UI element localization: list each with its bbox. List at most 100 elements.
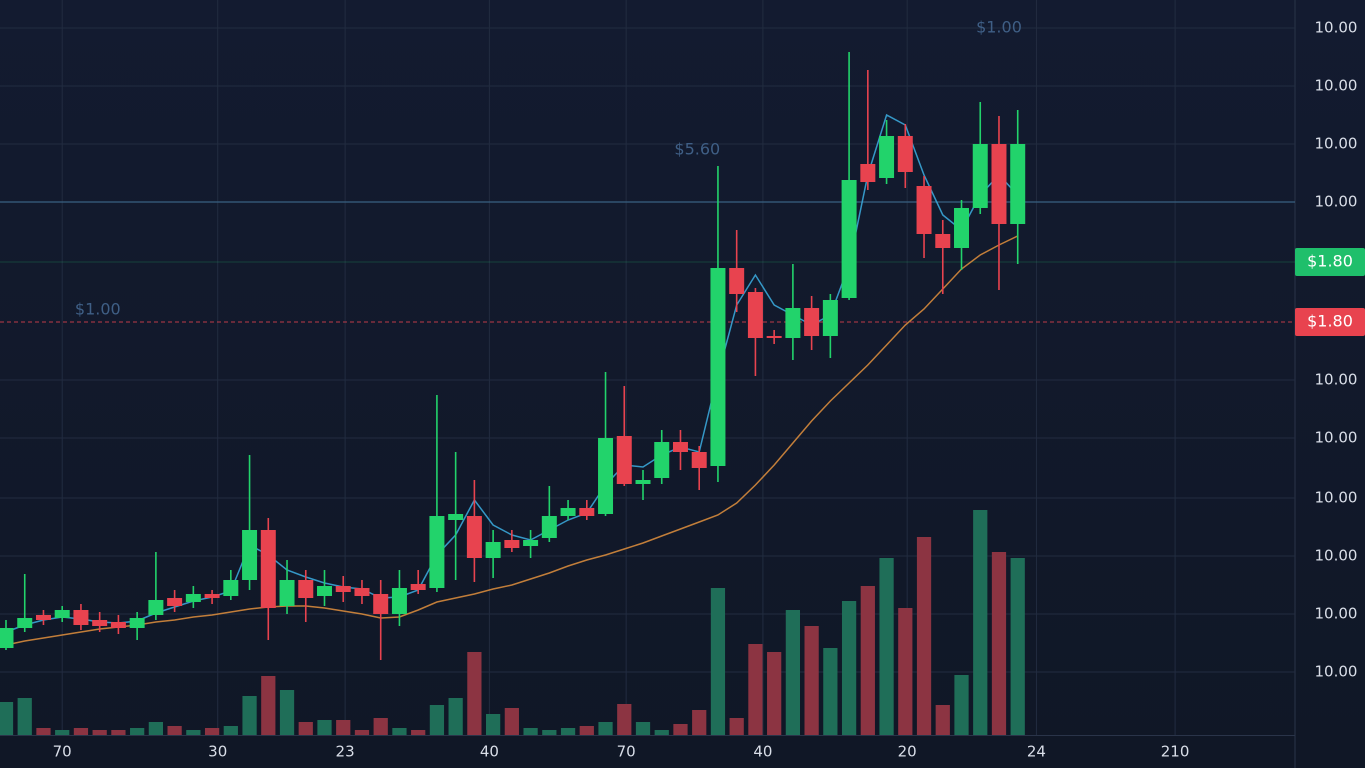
price-badge bbox=[1295, 248, 1365, 276]
candle-body bbox=[954, 208, 970, 248]
volume-bar bbox=[354, 730, 370, 735]
volume-bar bbox=[411, 730, 426, 735]
candle-body bbox=[860, 164, 876, 182]
volume-bar bbox=[823, 648, 838, 735]
price-badge-label: $1.80 bbox=[1307, 312, 1353, 331]
volume-bar bbox=[392, 728, 407, 735]
volume-bar bbox=[767, 652, 782, 735]
volume-bar bbox=[804, 626, 819, 735]
volume-bar bbox=[148, 722, 163, 735]
candle-body bbox=[691, 452, 707, 468]
candle-body bbox=[710, 268, 726, 466]
volume-bar bbox=[710, 588, 726, 735]
volume-bar bbox=[1010, 558, 1025, 735]
volume-bar bbox=[598, 722, 613, 735]
candle-body bbox=[223, 580, 239, 596]
y-tick-label: 10.00 bbox=[1315, 77, 1358, 95]
volume-bar bbox=[523, 728, 538, 735]
candle-body bbox=[242, 530, 258, 580]
candle-body bbox=[972, 144, 988, 208]
candle-body bbox=[185, 594, 201, 602]
volume-bar bbox=[673, 724, 688, 735]
candle-body bbox=[92, 620, 108, 626]
y-tick-label: 10.00 bbox=[1315, 19, 1358, 37]
volume-bar bbox=[785, 610, 801, 735]
price-badge-label: $1.80 bbox=[1307, 252, 1353, 271]
volume-bar bbox=[373, 718, 388, 735]
candle-body bbox=[448, 514, 464, 520]
candle-body bbox=[129, 618, 145, 628]
candle-body bbox=[110, 622, 126, 628]
volume-bar bbox=[729, 718, 744, 735]
candle-body bbox=[635, 480, 651, 484]
candle-body bbox=[54, 610, 70, 618]
candle-body bbox=[560, 508, 576, 516]
volume-bar bbox=[429, 705, 445, 735]
volume-bar bbox=[579, 726, 594, 735]
volume-bar bbox=[92, 730, 107, 735]
y-tick-label: 10.00 bbox=[1315, 193, 1358, 211]
x-tick-label: 210 bbox=[1161, 743, 1190, 761]
candle-body bbox=[654, 442, 670, 478]
candle-body bbox=[317, 586, 332, 596]
candle-body bbox=[729, 268, 745, 294]
candle-body bbox=[523, 540, 539, 546]
x-tick-label: 70 bbox=[617, 743, 636, 761]
candle-body bbox=[0, 628, 14, 648]
volume-bar bbox=[973, 510, 988, 735]
volume-bar bbox=[317, 720, 332, 735]
candle-body bbox=[298, 580, 314, 598]
annotation: $1.00 bbox=[75, 300, 121, 319]
candle-body bbox=[897, 136, 913, 172]
volume-bar bbox=[261, 676, 276, 735]
y-tick-label: 10.00 bbox=[1315, 489, 1358, 507]
annotation: $1.00 bbox=[976, 18, 1022, 37]
y-tick-label: 10.00 bbox=[1315, 547, 1358, 565]
candle-body bbox=[616, 436, 632, 484]
x-tick-label: 24 bbox=[1027, 743, 1046, 761]
volume-bar bbox=[17, 698, 32, 735]
x-tick-label: 40 bbox=[480, 743, 499, 761]
volume-bar bbox=[279, 690, 295, 735]
candle-body bbox=[579, 508, 595, 516]
volume-bar bbox=[223, 726, 238, 735]
volume-bar bbox=[748, 644, 763, 735]
candle-body bbox=[991, 144, 1007, 224]
volume-bar bbox=[336, 720, 351, 735]
candle-body bbox=[73, 610, 89, 625]
candle-body bbox=[410, 584, 426, 590]
volume-bar bbox=[692, 710, 707, 735]
candle-body bbox=[17, 618, 33, 628]
volume-bar bbox=[954, 675, 969, 735]
candle-body bbox=[822, 300, 838, 336]
volume-bar bbox=[654, 730, 669, 735]
candle-body bbox=[391, 588, 407, 614]
volume-bar bbox=[991, 552, 1007, 735]
volume-bar bbox=[485, 714, 501, 735]
candle-body bbox=[466, 516, 482, 558]
candle-body bbox=[598, 438, 614, 514]
volume-bar bbox=[879, 558, 894, 735]
volume-bar bbox=[0, 702, 14, 735]
x-tick-label: 40 bbox=[753, 743, 772, 761]
candle-body bbox=[747, 292, 763, 338]
volume-bar bbox=[130, 728, 145, 735]
volume-bar bbox=[204, 728, 220, 735]
volume-bar bbox=[55, 730, 70, 735]
volume-bar bbox=[617, 704, 632, 735]
candle-body bbox=[167, 598, 183, 606]
volume-bar bbox=[448, 698, 463, 735]
volume-bar bbox=[635, 722, 651, 735]
x-tick-label: 70 bbox=[53, 743, 72, 761]
candle-body bbox=[504, 540, 520, 548]
candle-body bbox=[916, 186, 932, 234]
candle-body bbox=[935, 234, 951, 248]
volume-bar bbox=[841, 601, 857, 735]
candle-body bbox=[373, 594, 389, 614]
y-tick-label: 10.00 bbox=[1315, 605, 1358, 623]
candle-body bbox=[35, 615, 51, 620]
volume-bar bbox=[298, 722, 313, 735]
candle-body bbox=[148, 600, 164, 615]
volume-bar bbox=[560, 728, 576, 735]
